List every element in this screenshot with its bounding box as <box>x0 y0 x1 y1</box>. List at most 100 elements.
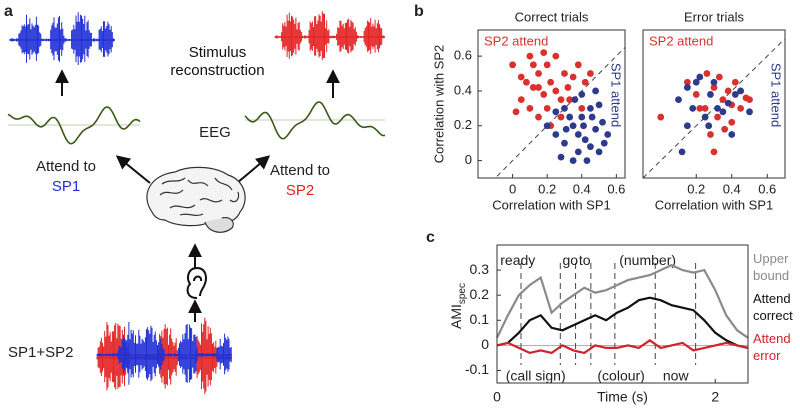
y-tick-label: 0.1 <box>470 311 490 327</box>
series-line <box>496 338 749 355</box>
x-tick-label: 0 <box>493 389 501 405</box>
scatter-point <box>714 104 721 112</box>
scatter-point <box>578 113 586 121</box>
scatter-point <box>562 125 570 133</box>
y-axis-label: AMIspec <box>448 283 468 329</box>
scatter-point <box>569 157 577 164</box>
scatter-point <box>595 148 603 156</box>
event-label: now <box>663 367 690 383</box>
scatter-point <box>588 113 596 121</box>
eeg-label: EEG <box>199 124 231 141</box>
scatter-point <box>552 52 560 60</box>
x-axis-label: Time (s) <box>597 389 648 405</box>
scatter-point <box>587 70 594 77</box>
scatter-point <box>509 61 516 69</box>
x-tick-label: 0.4 <box>723 181 741 196</box>
arrows <box>55 69 340 322</box>
scatter-point <box>710 148 718 156</box>
scatter-point <box>587 143 594 151</box>
scatter-point <box>543 104 551 112</box>
scatter-point <box>526 104 534 112</box>
scatter-point <box>705 122 713 130</box>
scatter-point <box>523 78 530 86</box>
scatter-point <box>574 131 582 138</box>
eeg-trace <box>244 101 386 140</box>
scatter-point <box>581 78 589 86</box>
scatter-point <box>512 108 520 116</box>
ear-icon <box>186 266 207 299</box>
mixture-label: SP1+SP2 <box>8 344 73 361</box>
speaker-label: SP1 <box>52 178 80 195</box>
x-tick-label: 0.4 <box>573 181 591 196</box>
scatter-point <box>587 104 594 112</box>
stimulus-label: Stimulus reconstruction <box>170 44 265 79</box>
scatter-point <box>569 122 577 130</box>
y-tick-label: 0.6 <box>454 48 472 63</box>
y-tick-label: 0 <box>465 152 472 167</box>
scatter-point <box>574 61 582 69</box>
scatter-point <box>737 104 745 112</box>
y-tick-label: 0.3 <box>470 261 490 277</box>
scatter-point <box>529 84 537 91</box>
scatter-point <box>543 122 551 130</box>
scatter-point <box>557 153 565 161</box>
attend-label: Attend to <box>36 158 96 175</box>
event-label: (colour) <box>597 367 644 383</box>
y-axis-label-main: AMI <box>448 304 464 329</box>
scatter-point <box>540 49 548 57</box>
scatter-point <box>746 96 753 104</box>
scatter-point <box>529 61 537 69</box>
y-axis-label: Correlation with SP2 <box>431 45 446 164</box>
scatter-point <box>692 78 700 86</box>
series-label: SP2 attend <box>649 33 713 48</box>
scatter-point <box>552 131 560 138</box>
x-axis-label: Correlation with SP1 <box>655 197 774 212</box>
y-tick-label: 0.2 <box>470 286 490 302</box>
scatter-point <box>692 91 700 98</box>
scatter-point <box>678 148 686 156</box>
series-label: SP2 attend <box>484 33 548 48</box>
legend-entry: Attend error <box>753 331 791 363</box>
y-tick-label: 0 <box>481 336 489 352</box>
scatter-point <box>689 104 697 112</box>
scatter-point <box>731 78 739 86</box>
legend-entry: Attend correct <box>753 291 793 323</box>
waveforms <box>7 11 386 395</box>
series-label: SP1 attend <box>609 63 624 127</box>
scatter-point <box>566 96 574 104</box>
scatter-point <box>517 73 525 81</box>
eeg-trace <box>7 106 141 145</box>
scatter-point <box>592 87 599 95</box>
scatter-point <box>561 139 568 147</box>
panel-label: b <box>414 3 424 20</box>
scatter-point <box>564 84 572 91</box>
speaker-label: SP2 <box>286 182 314 199</box>
panel-label: a <box>4 3 13 20</box>
scatter-point <box>714 113 721 121</box>
attend-label: Attend to <box>270 162 330 179</box>
series-label: SP1 attend <box>769 63 784 127</box>
scatter-point <box>696 73 704 81</box>
scatter-point <box>557 113 565 121</box>
chart-title: Correct trials <box>515 9 589 24</box>
scatter-point <box>683 78 691 86</box>
scatter-point <box>746 108 753 116</box>
plot-frame <box>477 29 626 179</box>
scatter-point <box>557 96 565 104</box>
series-line <box>496 263 749 339</box>
scatter-point <box>581 136 589 144</box>
scatter-point <box>715 73 723 81</box>
event-label: (call sign) <box>506 367 566 383</box>
identity-line <box>494 46 625 178</box>
scatter-point <box>566 113 574 121</box>
scatter-point <box>583 157 591 164</box>
brain-icon <box>146 166 246 233</box>
scatter-point <box>719 108 727 116</box>
x-tick-label: 0.2 <box>538 181 556 196</box>
scatter-point <box>574 148 582 156</box>
scatter-point <box>728 131 736 138</box>
scatter-point <box>731 91 739 98</box>
scatter-point <box>599 118 606 126</box>
scatter-point <box>600 139 608 147</box>
